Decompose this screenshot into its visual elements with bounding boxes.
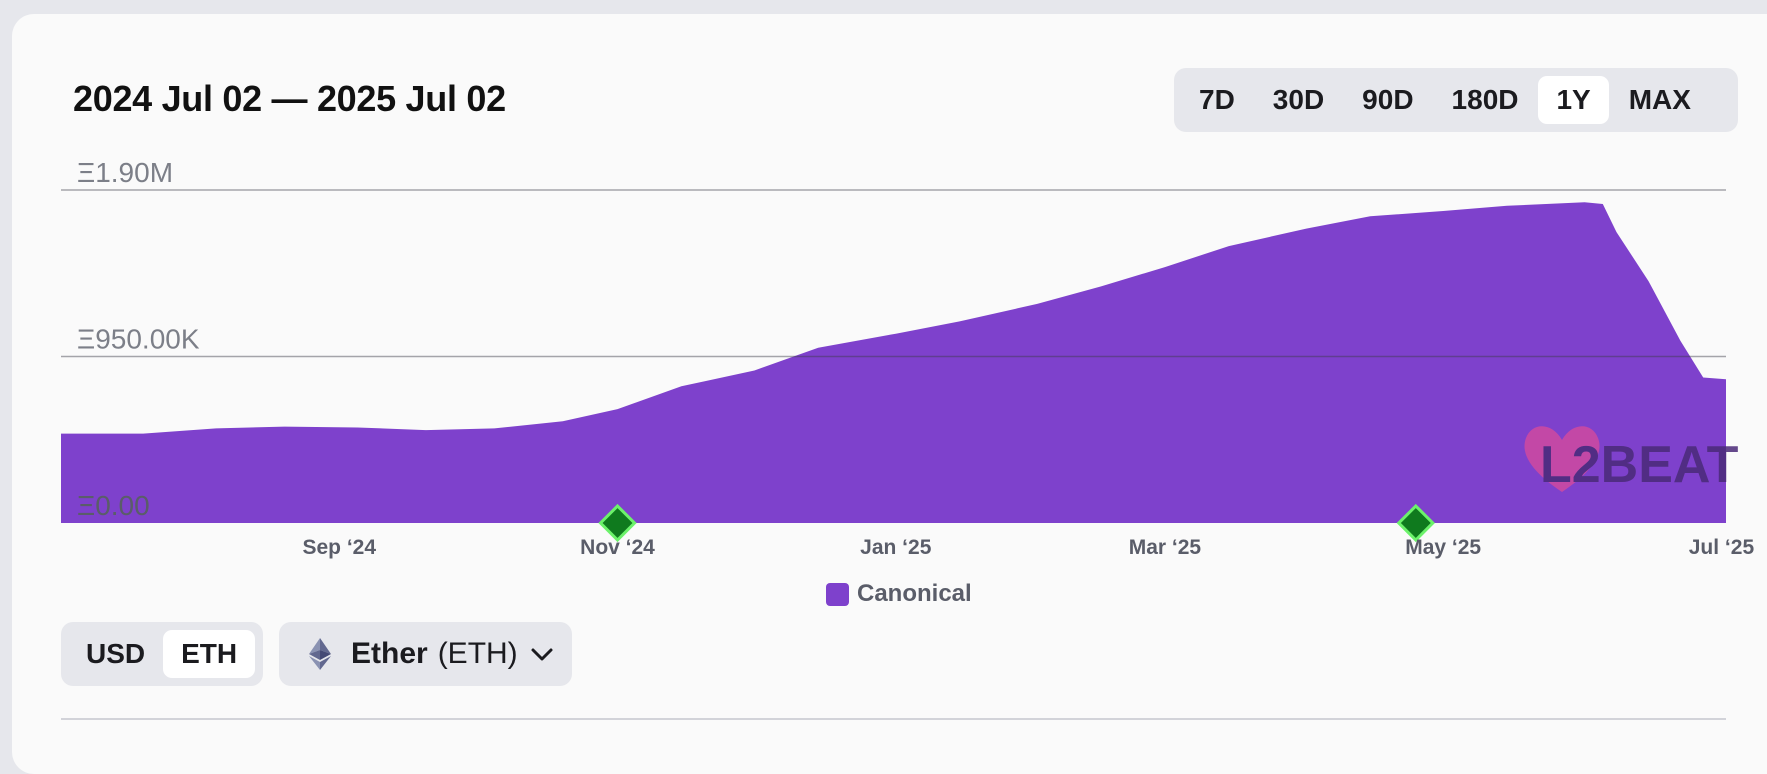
range-tab-30d[interactable]: 30D — [1272, 84, 1325, 115]
legend-swatch-canonical — [826, 582, 849, 606]
ethereum-icon — [309, 638, 331, 670]
x-tick-label: Jul ‘25 — [1689, 536, 1755, 559]
token-symbol: (ETH) — [437, 637, 518, 670]
divider — [61, 718, 1726, 720]
x-tick-label: Mar ‘25 — [1129, 536, 1202, 559]
chevron-down-icon — [531, 648, 553, 661]
event-marker-diamond — [1396, 503, 1435, 543]
range-tab-1y[interactable]: 1Y — [1538, 76, 1609, 124]
range-tab-7d[interactable]: 7D — [1199, 84, 1235, 115]
l2beat-logo: L2BEAT — [1524, 426, 1739, 494]
x-tick-label: Nov ‘24 — [580, 536, 655, 559]
legend-label-canonical[interactable]: Canonical — [857, 580, 972, 607]
unit-usd-button[interactable]: USD — [86, 638, 146, 669]
range-tab-180d[interactable]: 180D — [1451, 84, 1519, 115]
unit-toggle: USD ETH — [61, 622, 263, 686]
date-range-title: 2024 Jul 02 — 2025 Jul 02 — [73, 78, 506, 119]
range-tab-90d[interactable]: 90D — [1362, 84, 1414, 115]
x-tick-label: Jan ‘25 — [860, 536, 932, 559]
range-tab-max[interactable]: MAX — [1628, 84, 1691, 115]
event-marker-diamond — [598, 503, 637, 543]
unit-eth-button[interactable]: ETH — [163, 630, 256, 678]
y-tick-label: Ξ1.90M — [77, 157, 173, 188]
token-select[interactable]: Ether (ETH) — [279, 622, 572, 686]
token-name: Ether — [351, 637, 428, 670]
x-tick-label: May ‘25 — [1405, 536, 1481, 559]
time-range-tabs: 7D 30D 90D 180D 1Y MAX — [1174, 68, 1738, 132]
tvl-area-chart: Ξ1.90M Ξ950.00K Ξ0.00 L2BEAT Sep ‘24 Nov ‘24 J… — [61, 157, 1755, 559]
y-tick-label: Ξ950.00K — [77, 324, 200, 355]
watermark-text: L2BEAT — [1540, 436, 1739, 494]
series-area-canonical — [61, 202, 1726, 524]
y-tick-label: Ξ0.00 — [77, 490, 150, 521]
x-tick-label: Sep ‘24 — [302, 536, 376, 559]
chart-legend: Canonical — [826, 580, 972, 608]
